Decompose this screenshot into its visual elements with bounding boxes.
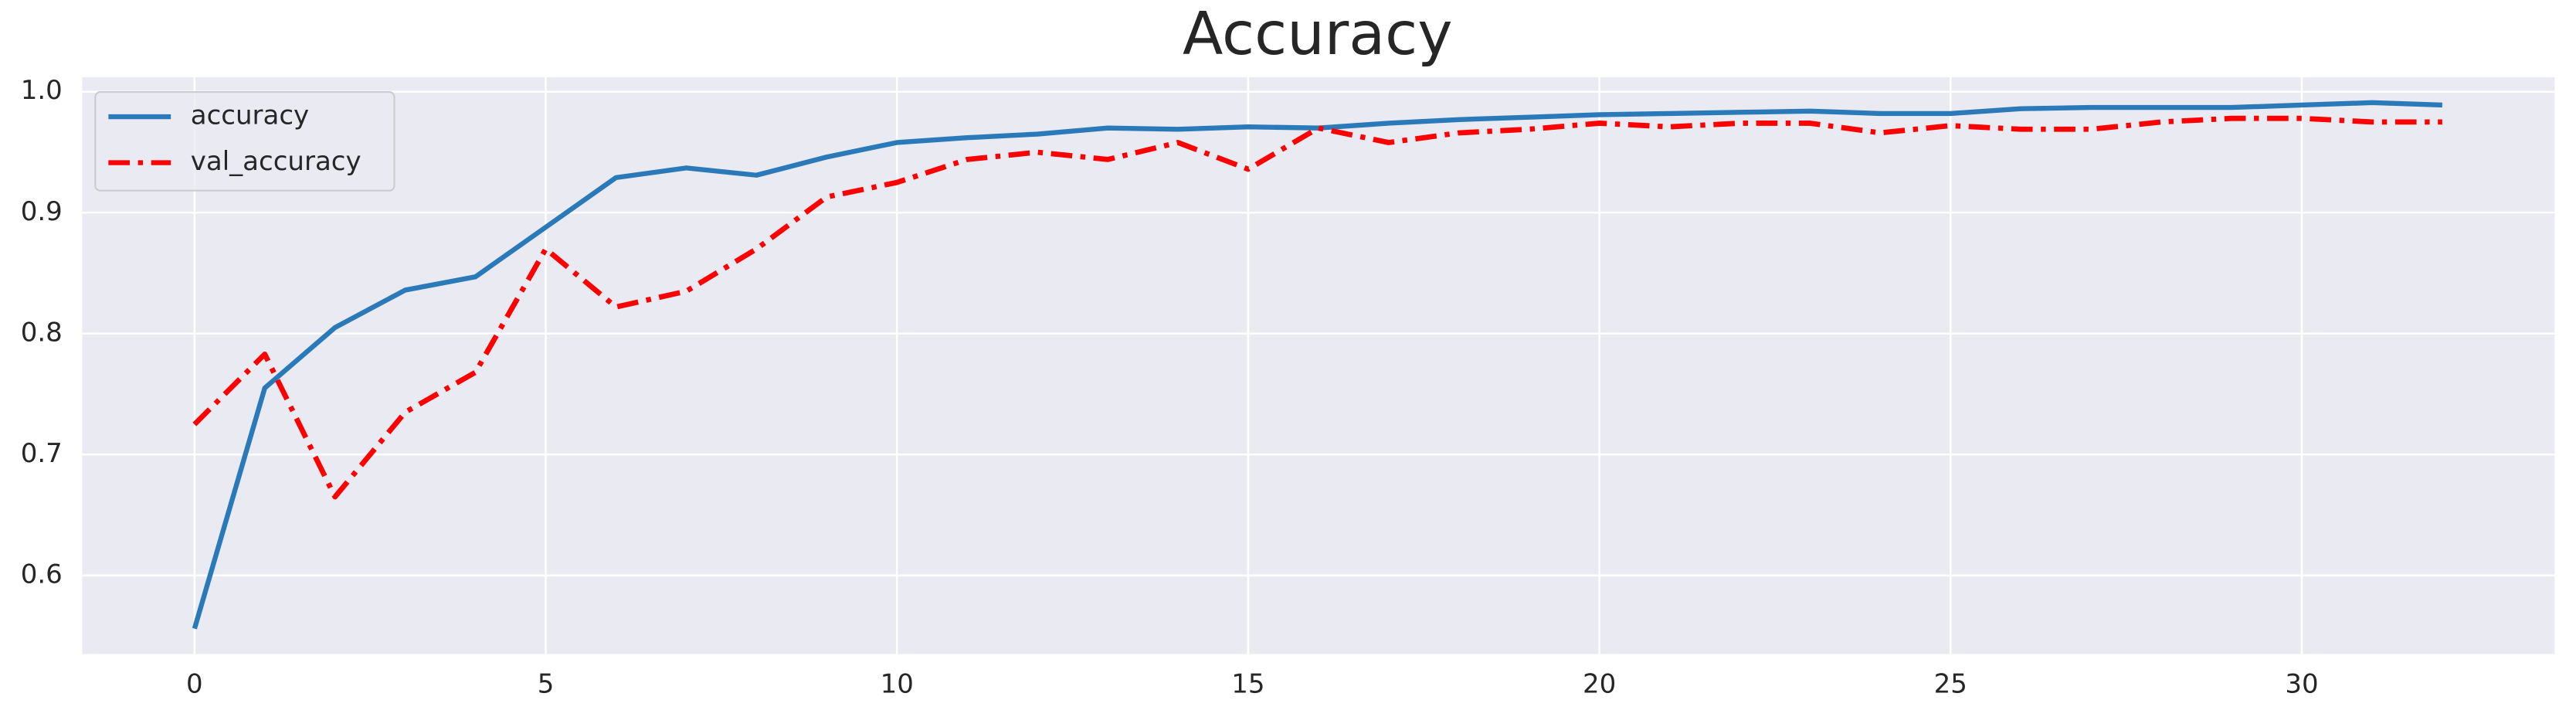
y-tick-label: 0.6 <box>21 559 63 590</box>
legend-label: accuracy <box>191 100 309 131</box>
x-tick-label: 25 <box>1934 668 1967 699</box>
y-tick-label: 0.8 <box>21 317 63 348</box>
plot-area <box>82 76 2555 654</box>
grid <box>82 76 2555 654</box>
y-tick-label: 1.0 <box>21 75 63 106</box>
lines <box>192 100 2442 630</box>
x-tick-label: 10 <box>881 668 914 699</box>
y-tick-label: 0.7 <box>21 438 63 469</box>
x-tick-label: 0 <box>186 668 203 699</box>
y-tick-label: 0.9 <box>21 196 63 227</box>
x-tick-label: 20 <box>1583 668 1616 699</box>
x-tick-label: 30 <box>2285 668 2318 699</box>
legend-label: val_accuracy <box>191 146 361 177</box>
chart-title: Accuracy <box>1183 0 1452 69</box>
x-tick-label: 5 <box>538 668 555 699</box>
legend: accuracy val_accuracy <box>94 91 395 192</box>
data-line <box>192 115 2442 500</box>
data-line <box>192 100 2442 630</box>
x-tick-label: 15 <box>1231 668 1264 699</box>
tick-labels: 0 5 10 15 20 25 30 0.6 0.7 0.8 0.9 1.0 <box>21 75 2319 699</box>
